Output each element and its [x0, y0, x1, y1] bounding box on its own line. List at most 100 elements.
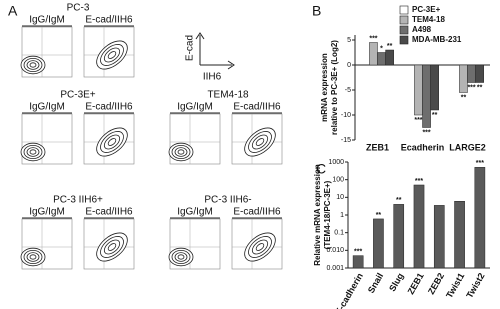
- flow-plot: [83, 113, 135, 165]
- arrow-head: [195, 32, 235, 70]
- bar: [369, 42, 378, 66]
- contour: [100, 236, 124, 258]
- significance: ***: [422, 129, 430, 136]
- column-label: E-cad/IIH6: [85, 207, 133, 218]
- contour: [23, 249, 43, 264]
- significance: ***: [354, 248, 362, 255]
- contour: [103, 134, 121, 150]
- x-tick-label: Twist2: [464, 271, 486, 300]
- x-tick-label: ZEB1: [366, 142, 389, 152]
- plot-title: PC-3 IIH6-: [204, 195, 251, 206]
- contour: [26, 252, 40, 262]
- panel-label: C: [316, 161, 326, 177]
- contour: [29, 149, 37, 155]
- y-axis-label: Relative mRNA expression: [313, 164, 322, 266]
- contour: [251, 134, 269, 150]
- bar: [422, 64, 431, 128]
- bar: [459, 64, 468, 93]
- flow-plot: [21, 26, 73, 78]
- significance: ***: [476, 160, 484, 167]
- legend-swatch: [399, 15, 409, 25]
- contour: [20, 142, 46, 162]
- x-tick-label: Snail: [366, 271, 385, 295]
- contour: [96, 127, 128, 157]
- flow-plot: [169, 113, 221, 165]
- contour: [100, 44, 124, 66]
- contour: [26, 147, 40, 157]
- y-tick-label: 10: [336, 194, 344, 201]
- column-label: IgG/IgM: [177, 102, 213, 113]
- legend-swatch: [399, 25, 409, 35]
- plot-title: TEM4-18: [207, 90, 249, 101]
- y-tick-label: 0.1: [334, 230, 344, 237]
- x-tick-label: Slug: [387, 271, 405, 293]
- bar: [393, 204, 405, 269]
- significance: ***: [467, 84, 475, 91]
- column-label: E-cad/IIH6: [233, 207, 281, 218]
- y-tick-label: 1: [340, 212, 344, 219]
- contour: [174, 252, 188, 262]
- flow-plot: [21, 113, 73, 165]
- flow-plot: [169, 218, 221, 270]
- contour: [255, 138, 265, 146]
- column-label: IgG/IgM: [29, 207, 65, 218]
- bar: [352, 255, 364, 269]
- contour: [107, 243, 117, 251]
- x-tick-label: LARGE2: [449, 142, 486, 152]
- contour: [23, 144, 43, 159]
- column-label: E-cad/IIH6: [85, 102, 133, 113]
- legend-swatch: [399, 35, 409, 45]
- contour: [244, 127, 276, 157]
- bar: [454, 201, 465, 269]
- legend-label: A498: [412, 25, 432, 34]
- legend-label: MDA-MB-231: [412, 35, 462, 44]
- significance: **: [387, 43, 393, 50]
- y-tick-label: 0: [347, 62, 351, 69]
- contour: [251, 239, 269, 255]
- column-label: IgG/IgM: [29, 15, 65, 26]
- contour: [168, 247, 194, 267]
- significance: ***: [414, 117, 422, 124]
- y-tick-label: 5: [347, 37, 351, 44]
- plot-title: PC-3 IIH6+: [53, 195, 103, 206]
- contour: [177, 149, 185, 155]
- significance: **: [461, 94, 467, 101]
- column-label: E-cad/IIH6: [85, 15, 133, 26]
- x-tick-label: ZEB1: [406, 271, 426, 296]
- axis-label: IIH6: [203, 72, 222, 83]
- bar: [430, 64, 439, 111]
- contour: [177, 254, 185, 260]
- y-tick-label: -10: [341, 112, 351, 119]
- significance: **: [376, 212, 382, 219]
- legend-label: PC-3E+: [412, 5, 441, 14]
- contour: [23, 58, 43, 73]
- flow-plot: [231, 218, 283, 270]
- significance: **: [477, 84, 483, 91]
- contour: [107, 138, 117, 146]
- y-tick-label: 1000: [328, 159, 344, 166]
- column-label: IgG/IgM: [177, 207, 213, 218]
- column-label: IgG/IgM: [29, 102, 65, 113]
- contour: [171, 249, 191, 264]
- contour: [96, 232, 128, 262]
- y-tick-label: 0.010: [326, 247, 344, 254]
- contour: [96, 40, 128, 70]
- y-tick-label: 0.001: [326, 265, 344, 272]
- significance: **: [432, 112, 438, 119]
- panel-label: A: [8, 3, 18, 19]
- flow-plot: [231, 113, 283, 165]
- plot-title: PC-3: [67, 3, 90, 14]
- x-tick-label: ZEB2: [426, 271, 446, 296]
- contour: [20, 55, 46, 75]
- contour: [103, 239, 121, 255]
- contour: [168, 142, 194, 162]
- flow-plot: [83, 218, 135, 270]
- bar: [474, 167, 486, 269]
- contour: [107, 51, 117, 59]
- y-tick-label: 100: [332, 177, 344, 184]
- y-axis-label: mRNA expression: [320, 53, 329, 122]
- y-tick-label: -5: [345, 87, 351, 94]
- contour: [244, 232, 276, 262]
- contour: [20, 247, 46, 267]
